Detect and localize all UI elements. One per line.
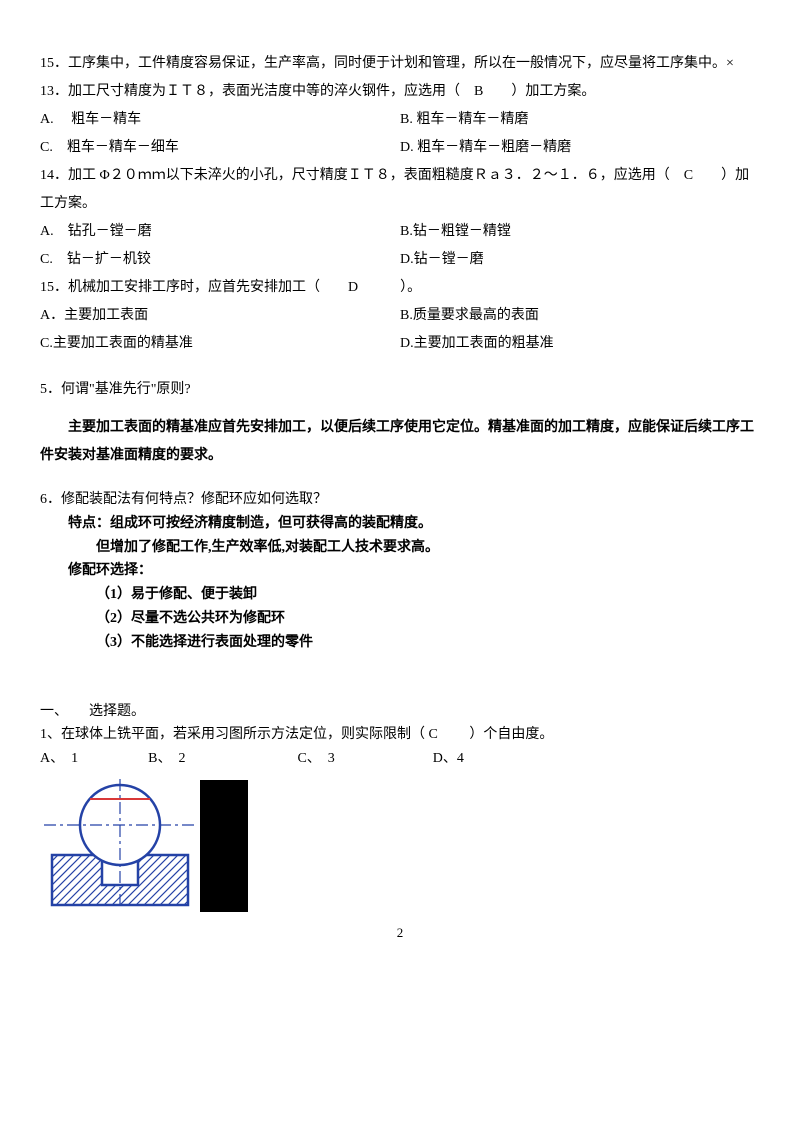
mechanical-diagram: [40, 777, 200, 912]
q15-opt-c: C.主要加工表面的精基准: [40, 330, 400, 358]
q15-options-cd: C.主要加工表面的精基准 D.主要加工表面的粗基准: [40, 330, 760, 358]
q15-intro: 15．工序集中，工件精度容易保证，生产率高，同时便于计划和管理，所以在一般情况下…: [40, 50, 760, 78]
q14-options-cd: C. 钻－扩－机铰 D.钻－镗－磨: [40, 246, 760, 274]
q6-line3: 修配环选择：: [40, 559, 760, 583]
q6-line5: （2）尽量不选公共环为修配环: [40, 607, 760, 631]
choice-section: 一、 选择题。 1、在球体上铣平面，若采用习图所示方法定位，则实际限制（ C ）…: [40, 700, 760, 912]
q6-block: 6．修配装配法有何特点？修配环应如何选取？ 特点：组成环可按经济精度制造，但可获…: [40, 488, 760, 655]
q13-opt-a: A. 粗车－精车: [40, 106, 400, 134]
q14-opt-b: B.钻－粗镗－精镗: [400, 218, 760, 246]
q1-options: A、 1 B、 2 C、 3 D、4: [40, 747, 760, 771]
q5-stem: 5．何谓"基准先行"原则?: [40, 376, 760, 404]
q15-opt-a: A．主要加工表面: [40, 302, 400, 330]
q13-opt-c: C. 粗车－精车－细车: [40, 134, 400, 162]
q15-opt-b: B.质量要求最高的表面: [400, 302, 760, 330]
page-number: 2: [40, 920, 760, 946]
q5-answer: 主要加工表面的精基准应首先安排加工，以便后续工序使用它定位。精基准面的加工精度，…: [40, 414, 760, 470]
q15-opt-d: D.主要加工表面的粗基准: [400, 330, 760, 358]
q15-options-ab: A．主要加工表面 B.质量要求最高的表面: [40, 302, 760, 330]
q6-stem: 6．修配装配法有何特点？修配环应如何选取？: [40, 488, 760, 512]
q1-stem: 1、在球体上铣平面，若采用习图所示方法定位，则实际限制（ C ）个自由度。: [40, 723, 760, 747]
q6-line2: 但增加了修配工作,生产效率低,对装配工人技术要求高。: [40, 536, 760, 560]
q14-opt-c: C. 钻－扩－机铰: [40, 246, 400, 274]
diagram-row: [40, 777, 760, 912]
q14-options-ab: A. 钻孔－镗－磨 B.钻－粗镗－精镗: [40, 218, 760, 246]
q6-line6: （3）不能选择进行表面处理的零件: [40, 631, 760, 655]
q6-line4: （1）易于修配、便于装卸: [40, 583, 760, 607]
q14-opt-a: A. 钻孔－镗－磨: [40, 218, 400, 246]
q13-opt-d: D. 粗车－精车－粗磨－精磨: [400, 134, 760, 162]
q13-opt-b: B. 粗车－精车－精磨: [400, 106, 760, 134]
section-title: 一、 选择题。: [40, 700, 760, 724]
q13-stem: 13．加工尺寸精度为ＩＴ８，表面光洁度中等的淬火钢件，应选用（ B ）加工方案。: [40, 78, 760, 106]
q13-options-cd: C. 粗车－精车－细车 D. 粗车－精车－粗磨－精磨: [40, 134, 760, 162]
q14-opt-d: D.钻－镗－磨: [400, 246, 760, 274]
q13-options-ab: A. 粗车－精车 B. 粗车－精车－精磨: [40, 106, 760, 134]
q15-stem: 15．机械加工安排工序时，应首先安排加工（ D ）。: [40, 274, 760, 302]
q6-line1: 特点：组成环可按经济精度制造，但可获得高的装配精度。: [40, 512, 760, 536]
q14-stem: 14．加工 Φ２０ｍｍ以下未淬火的小孔，尺寸精度ＩＴ８，表面粗糙度Ｒａ３．２～１…: [40, 162, 760, 218]
black-box: [200, 780, 248, 912]
